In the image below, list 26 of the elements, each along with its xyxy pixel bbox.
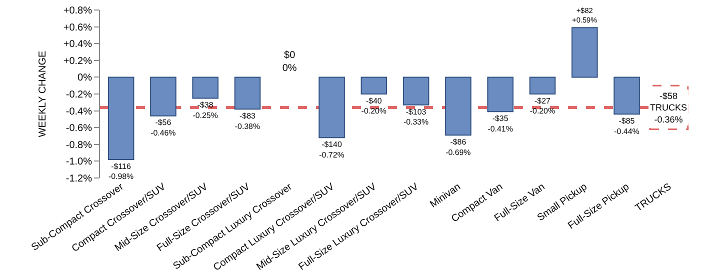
y-tick-label: +0.2% (63, 56, 92, 67)
data-label: -$86 -0.69% (446, 138, 471, 157)
ref-line-label: -$58 TRUCKS -0.36% (650, 91, 688, 124)
y-axis-title: WEEKLY CHANGE (37, 50, 48, 138)
y-tick-label: -0.8% (66, 140, 92, 151)
data-label: -$27 -0.20% (530, 96, 556, 116)
data-label: -$83 -0.38% (234, 111, 260, 131)
data-label: -$116 -0.98% (108, 162, 134, 182)
y-tick-label: -0.6% (66, 123, 92, 134)
y-tick-label: +0.8% (63, 6, 92, 16)
data-label: +$82 +0.59% (572, 6, 598, 24)
data-label: -$38 -0.25% (192, 100, 218, 120)
y-tick-label: +0.6% (63, 22, 92, 34)
data-label: -$85 -0.44% (614, 116, 640, 136)
data-label: $0 0% (282, 50, 297, 74)
y-tick-label: 0% (78, 72, 92, 84)
data-label: -$56 -0.46% (150, 118, 176, 138)
y-tick-label: -0.4% (66, 106, 92, 118)
y-tick-label: -1.2% (66, 174, 92, 184)
data-label: -$35 -0.41% (488, 114, 513, 134)
data-label: -$103 -0.33% (403, 107, 429, 127)
y-tick-label: +0.4% (63, 39, 92, 50)
y-tick-label: -1.0% (66, 156, 92, 168)
y-tick-label: -0.2% (66, 90, 92, 100)
data-label: -$140 -0.72% (319, 140, 344, 160)
data-label: -$40 -0.20% (361, 96, 386, 116)
